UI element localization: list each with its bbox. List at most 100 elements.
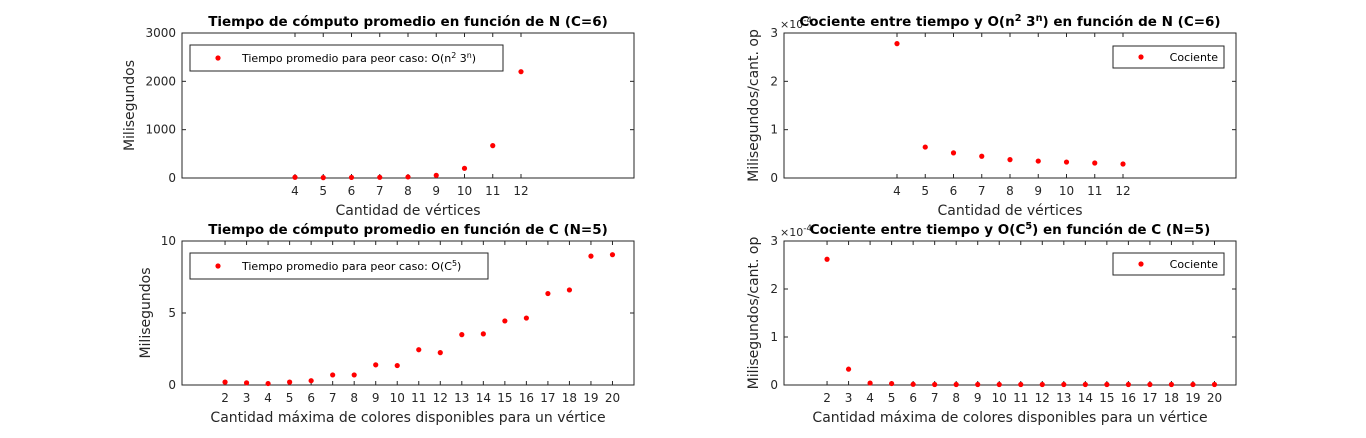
legend-label: Tiempo promedio para peor caso: O(C5) — [241, 259, 461, 274]
data-point — [416, 347, 422, 353]
data-point — [433, 172, 439, 178]
x-tick-label: 10 — [457, 184, 472, 198]
x-tick-label: 12 — [1035, 391, 1050, 405]
x-tick-label: 3 — [845, 391, 853, 405]
data-point — [1039, 381, 1045, 388]
data-point — [910, 381, 916, 387]
chart-title: Tiempo de cómputo promedio en función de… — [208, 14, 608, 30]
x-tick-label: 2 — [221, 391, 229, 405]
data-point — [894, 41, 900, 47]
legend-marker — [215, 55, 221, 61]
text-part: Tiempo promedio para peor caso: O(n — [241, 52, 451, 65]
x-tick-label: 7 — [978, 184, 986, 198]
data-point — [490, 143, 496, 149]
x-tick-label: 8 — [952, 391, 960, 405]
x-tick-label: 4 — [866, 391, 874, 405]
data-point — [222, 379, 228, 385]
exponent-base: ×10 — [780, 226, 803, 239]
chart-title: Cociente entre tiempo y O(n2 3n) en func… — [799, 13, 1220, 31]
x-tick-label: 11 — [1013, 391, 1028, 405]
x-tick-label: 11 — [485, 184, 500, 198]
x-tick-label: 14 — [1078, 391, 1093, 405]
text-part: Cociente entre tiempo y O(n — [799, 14, 1014, 30]
x-axis-label: Cantidad de vértices — [938, 203, 1083, 219]
x-tick-label: 5 — [319, 184, 327, 198]
y-tick-label: 1000 — [145, 123, 176, 137]
legend-label: Tiempo promedio para peor caso: O(n2 3n) — [241, 51, 476, 66]
y-tick-label: 2 — [770, 282, 778, 296]
superscript-text: 5 — [452, 259, 457, 268]
text-part: Cociente — [1170, 51, 1219, 64]
data-point — [824, 256, 830, 262]
x-tick-label: 12 — [513, 184, 528, 198]
x-tick-label: 8 — [350, 391, 358, 405]
text-part: ) en función de N (C=6) — [1042, 14, 1220, 30]
x-tick-label: 13 — [1056, 391, 1071, 405]
chart-top-left: 4 5 6 7 8 9 10 11 12 0 1000 2000 3000 Tiempo de cómpu… — [122, 14, 635, 219]
y-tick-label: 3 — [770, 234, 778, 248]
data-point — [1168, 381, 1175, 388]
x-tick-label: 7 — [329, 391, 337, 405]
data-point — [1120, 161, 1126, 167]
data-point — [243, 380, 250, 386]
text-part: ) en función de C (N=5) — [1032, 222, 1210, 238]
data-point — [996, 381, 1002, 388]
data-point — [265, 380, 271, 387]
data-point — [459, 332, 465, 338]
x-tick-label: 16 — [519, 391, 534, 405]
y-tick-label: 2 — [770, 74, 778, 88]
data-point — [953, 381, 959, 388]
y-axis-label: Milisegundos — [138, 267, 154, 358]
x-axis-label: Cantidad máxima de colores disponibles p… — [812, 410, 1207, 426]
data-point — [1063, 159, 1070, 165]
data-point — [480, 331, 486, 337]
x-tick-label: 8 — [404, 184, 412, 198]
data-point — [287, 379, 293, 385]
data-point — [394, 362, 400, 369]
legend: Cociente — [1112, 45, 1225, 69]
data-point — [502, 318, 508, 324]
x-axis-label: Cantidad de vértices — [336, 203, 481, 219]
y-tick-label: 0 — [168, 171, 176, 185]
y-axis-label: Milisegundos/cant. op — [746, 29, 762, 182]
x-tick-label: 3 — [243, 391, 251, 405]
x-tick-label: 6 — [909, 391, 917, 405]
x-tick-label: 17 — [540, 391, 555, 405]
data-point — [979, 153, 985, 159]
x-tick-label: 4 — [291, 184, 299, 198]
chart-title: Tiempo de cómputo promedio en función de… — [208, 222, 608, 238]
data-point — [845, 366, 852, 372]
data-point — [320, 175, 326, 181]
data-point — [1147, 381, 1153, 388]
data-point — [545, 290, 551, 297]
x-tick-label: 9 — [974, 391, 982, 405]
x-axis-label: Cantidad máxima de colores disponibles p… — [210, 410, 605, 426]
data-point — [330, 372, 336, 378]
y-exponent-label: ×10-4 — [780, 224, 812, 239]
chart-title: Cociente entre tiempo y O(C5) en función… — [810, 221, 1211, 239]
legend-box — [1112, 45, 1225, 69]
text-part: ) — [472, 52, 476, 65]
data-point — [922, 144, 928, 150]
y-tick-label: 3000 — [145, 26, 176, 40]
y-axis-label: Milisegundos — [122, 60, 138, 151]
data-point — [1035, 158, 1041, 164]
x-tick-label: 9 — [1034, 184, 1042, 198]
x-tick-label: 14 — [476, 391, 491, 405]
legend: Cociente — [1112, 252, 1225, 276]
text-part: Cociente — [1170, 258, 1219, 271]
x-tick-label: 11 — [411, 391, 426, 405]
y-tick-label: 0 — [770, 171, 778, 185]
x-tick-label: 2 — [823, 391, 831, 405]
x-tick-label: 20 — [605, 391, 620, 405]
x-tick-label: 6 — [348, 184, 356, 198]
x-tick-label: 7 — [931, 391, 939, 405]
y-exponent-label: ×10-4 — [780, 16, 812, 31]
legend-box — [189, 252, 489, 280]
x-tick-label: 5 — [921, 184, 929, 198]
x-tick-label: 10 — [1059, 184, 1074, 198]
legend-label: Cociente — [1170, 51, 1219, 64]
superscript-text: 2 — [451, 51, 456, 60]
superscript-text: 2 — [1015, 13, 1022, 24]
legend: Tiempo promedio para peor caso: O(n2 3n) — [189, 44, 504, 72]
